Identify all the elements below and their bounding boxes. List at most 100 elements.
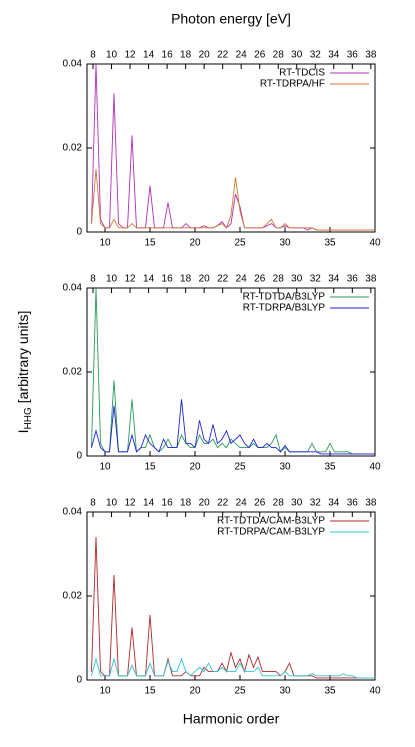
x2-tick-label: 14	[143, 274, 155, 285]
x2-tick-label: 28	[273, 274, 285, 285]
x2-tick-label: 12	[124, 50, 136, 61]
x2-tick-label: 26	[254, 498, 266, 509]
y-tick-label: 0.02	[63, 143, 83, 154]
y-tick-label: 0.04	[63, 59, 83, 70]
x2-tick-label: 12	[124, 498, 136, 509]
x2-tick-label: 32	[310, 50, 322, 61]
x2-tick-label: 14	[143, 50, 155, 61]
data-line	[91, 168, 375, 231]
x2-tick-label: 34	[328, 274, 340, 285]
x2-tick-label: 10	[106, 274, 118, 285]
data-line	[91, 657, 375, 679]
x-tick-label: 25	[234, 238, 246, 249]
x2-tick-label: 30	[291, 274, 303, 285]
y-tick-label: 0	[76, 227, 82, 238]
x-tick-label: 10	[99, 462, 111, 473]
y-tick-label: 0.02	[63, 367, 83, 378]
x-axis-title: Harmonic order	[183, 711, 280, 727]
data-line	[91, 399, 375, 455]
x2-tick-label: 24	[236, 50, 248, 61]
x-tick-label: 15	[144, 686, 156, 697]
x-tick-label: 30	[279, 686, 291, 697]
y-axis-title-rest: [arbitrary units]	[15, 311, 31, 404]
legend-label: RT-TDTDA/CAM-B3LYP	[217, 516, 325, 527]
y-axis-title: IHHG [arbitrary units]	[15, 311, 34, 434]
x-tick-label: 40	[369, 462, 381, 473]
x2-tick-label: 18	[180, 498, 192, 509]
legend-label: RT-TDTDA/B3LYP	[243, 292, 326, 303]
x2-tick-label: 18	[180, 50, 192, 61]
x2-tick-label: 18	[180, 274, 192, 285]
x-tick-label: 20	[189, 462, 201, 473]
y-tick-label: 0	[76, 675, 82, 686]
x2-tick-label: 20	[199, 50, 211, 61]
legend-label: RT-TDRPA/B3LYP	[243, 303, 326, 314]
x2-tick-label: 30	[291, 50, 303, 61]
x2-tick-label: 26	[254, 274, 266, 285]
data-line	[91, 287, 375, 455]
x2-tick-label: 22	[217, 274, 229, 285]
x-tick-label: 30	[279, 462, 291, 473]
data-line	[91, 63, 375, 231]
x-tick-label: 25	[234, 462, 246, 473]
x2-tick-label: 8	[90, 50, 96, 61]
plot-frame	[86, 287, 376, 457]
y-tick-label: 0.04	[63, 507, 83, 518]
plot-frame	[86, 63, 376, 233]
y-tick-label: 0.04	[63, 283, 83, 294]
x2-tick-label: 20	[199, 498, 211, 509]
x2-tick-label: 24	[236, 274, 248, 285]
x-tick-label: 25	[234, 686, 246, 697]
x2-tick-label: 16	[162, 50, 174, 61]
x-tick-label: 35	[324, 238, 336, 249]
x2-tick-label: 28	[273, 50, 285, 61]
y-axis-title-sub: HHG	[23, 407, 34, 429]
x-tick-label: 40	[369, 238, 381, 249]
x-tick-label: 30	[279, 238, 291, 249]
x-tick-label: 40	[369, 686, 381, 697]
x2-tick-label: 8	[90, 498, 96, 509]
x2-tick-label: 28	[273, 498, 285, 509]
y-tick-label: 0.02	[63, 591, 83, 602]
x-tick-label: 10	[99, 686, 111, 697]
x2-tick-label: 8	[90, 274, 96, 285]
x2-tick-label: 36	[347, 498, 359, 509]
x2-tick-label: 36	[347, 274, 359, 285]
x2-tick-label: 34	[328, 50, 340, 61]
x2-tick-label: 32	[310, 274, 322, 285]
x2-tick-label: 38	[365, 274, 377, 285]
x2-tick-label: 16	[162, 274, 174, 285]
x-tick-label: 35	[324, 686, 336, 697]
x2-tick-label: 32	[310, 498, 322, 509]
x2-tick-label: 12	[124, 274, 136, 285]
x2-tick-label: 10	[106, 50, 118, 61]
legend-label: RT-TDCIS	[279, 68, 325, 79]
x2-tick-label: 26	[254, 50, 266, 61]
x-tick-label: 20	[189, 238, 201, 249]
y-tick-label: 0	[76, 451, 82, 462]
x2-tick-label: 20	[199, 274, 211, 285]
x2-tick-label: 24	[236, 498, 248, 509]
x2-tick-label: 38	[365, 498, 377, 509]
data-line	[91, 537, 375, 679]
x-tick-label: 15	[144, 462, 156, 473]
x2-axis-title: Photon energy [eV]	[171, 11, 291, 27]
x-tick-label: 20	[189, 686, 201, 697]
x2-tick-label: 36	[347, 50, 359, 61]
y-axis-title-main: I	[15, 429, 31, 433]
x2-tick-label: 22	[217, 498, 229, 509]
x2-tick-label: 14	[143, 498, 155, 509]
x2-tick-label: 38	[365, 50, 377, 61]
x2-tick-label: 10	[106, 498, 118, 509]
x2-tick-label: 34	[328, 498, 340, 509]
x-tick-label: 10	[99, 238, 111, 249]
legend-label: RT-TDRPA/CAM-B3LYP	[217, 527, 325, 538]
x-tick-label: 35	[324, 462, 336, 473]
x-tick-label: 15	[144, 238, 156, 249]
x2-tick-label: 22	[217, 50, 229, 61]
legend-label: RT-TDRPA/HF	[260, 79, 325, 90]
x2-tick-label: 30	[291, 498, 303, 509]
x2-tick-label: 16	[162, 498, 174, 509]
